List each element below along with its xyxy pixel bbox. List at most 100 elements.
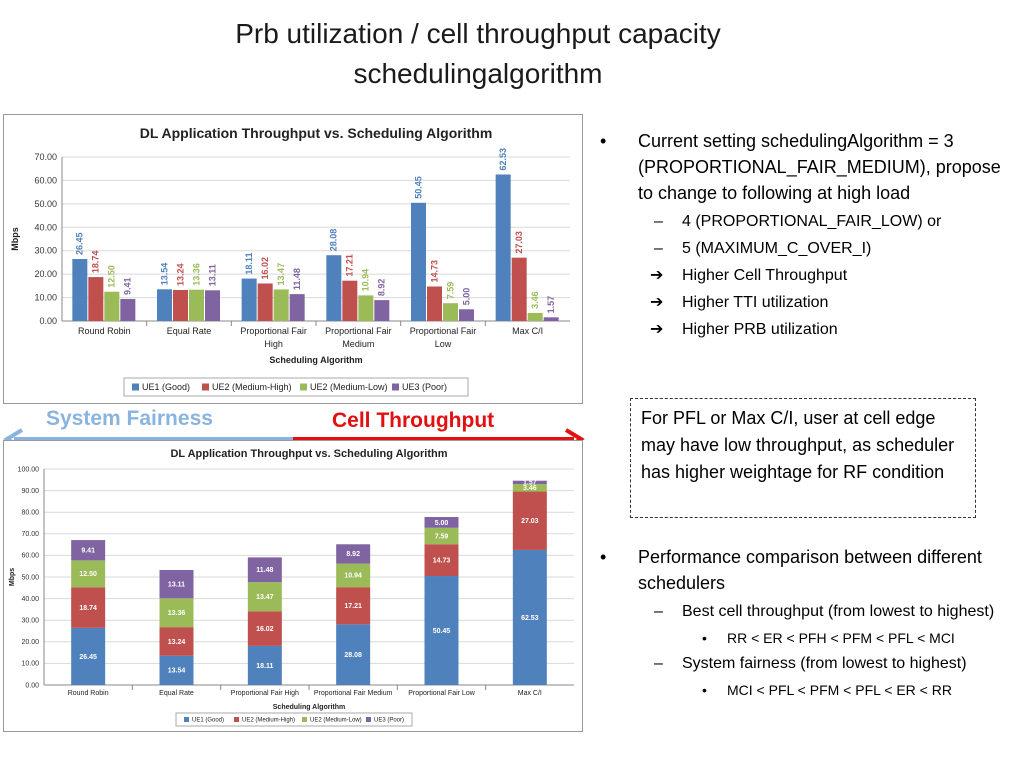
sub-sub-bullet: • MCI < PFL < PFM < PFL < ER < RR bbox=[596, 679, 1016, 701]
data-label: 13.11 bbox=[207, 264, 217, 286]
data-label: 13.24 bbox=[168, 639, 186, 646]
right-arrow-icon: ➔ bbox=[650, 294, 664, 311]
x-category-label: Proportional Fair bbox=[410, 326, 477, 336]
x-category-label: Equal Rate bbox=[159, 690, 194, 697]
y-tick-label: 60.00 bbox=[34, 175, 57, 185]
bar bbox=[173, 289, 188, 321]
bar-segment bbox=[159, 655, 194, 685]
y-tick-label: 40.00 bbox=[34, 222, 57, 232]
bar-segment bbox=[424, 517, 459, 528]
bar-segment bbox=[247, 557, 282, 583]
legend-label: UE1 (Good) bbox=[142, 382, 190, 392]
y-tick-label: 60.00 bbox=[21, 553, 39, 560]
fairness-throughput-arrow: System Fairness Cell Throughput bbox=[0, 405, 590, 451]
right-arrow-icon: ➔ bbox=[650, 321, 664, 338]
bar bbox=[273, 289, 289, 321]
x-category-label: Medium bbox=[342, 339, 374, 349]
bullet-performance-comparison: • Performance comparison between differe… bbox=[596, 544, 1016, 596]
y-tick-label: 30.00 bbox=[21, 618, 39, 625]
data-label: 7.59 bbox=[445, 282, 455, 300]
system-fairness-label: System Fairness bbox=[46, 407, 213, 430]
bar-segment bbox=[336, 624, 371, 685]
arrow-bullet-text: Higher Cell Throughput bbox=[682, 267, 848, 284]
x-category-label: Max C/I bbox=[518, 690, 542, 697]
x-category-label: Proportional Fair bbox=[240, 326, 307, 336]
bar bbox=[205, 290, 220, 321]
data-label: 1.57 bbox=[523, 480, 537, 487]
note-box: For PFL or Max C/I, user at cell edge ma… bbox=[630, 398, 976, 518]
data-label: 62.53 bbox=[521, 615, 539, 622]
arrow-bullet: ➔ Higher TTI utilization bbox=[596, 291, 1016, 315]
bar-segment bbox=[424, 576, 459, 685]
chart-title: DL Application Throughput vs. Scheduling… bbox=[140, 125, 493, 141]
bar bbox=[189, 289, 204, 321]
data-label: 8.92 bbox=[346, 551, 360, 558]
bar bbox=[459, 309, 474, 321]
double-arrow-icon bbox=[3, 428, 585, 450]
data-label: 62.53 bbox=[498, 148, 508, 171]
x-axis-label: Scheduling Algorithm bbox=[269, 355, 362, 365]
legend-label: UE2 (Medium-High) bbox=[212, 382, 292, 392]
bullet-list: • Current setting schedulingAlgorithm = … bbox=[596, 128, 1016, 345]
data-label: 14.73 bbox=[433, 557, 451, 564]
right-arrow-icon: ➔ bbox=[650, 267, 664, 284]
y-tick-label: 20.00 bbox=[21, 639, 39, 646]
bar-segment bbox=[159, 627, 194, 656]
bar-segment bbox=[71, 540, 106, 561]
sub-sub-bullet-text: RR < ER < PFH < PFM < PFL < MCI bbox=[727, 630, 955, 646]
y-tick-label: 20.00 bbox=[34, 269, 57, 279]
dash-icon: – bbox=[654, 240, 663, 257]
y-tick-label: 0.00 bbox=[39, 316, 57, 326]
bar-segment bbox=[247, 611, 282, 646]
data-label: 27.03 bbox=[521, 518, 539, 525]
y-axis-label: Mbps bbox=[9, 568, 16, 586]
legend-label: UE2 (Medium-Low) bbox=[310, 718, 362, 724]
data-label: 13.11 bbox=[168, 581, 185, 588]
bar bbox=[374, 300, 390, 321]
bar bbox=[120, 298, 136, 321]
data-label: 14.73 bbox=[429, 260, 439, 283]
bar bbox=[495, 174, 511, 321]
data-label: 16.02 bbox=[260, 257, 270, 280]
bullet-dot-icon: • bbox=[702, 682, 707, 698]
y-tick-label: 70.00 bbox=[21, 531, 39, 538]
arrow-bullet-text: Higher PRB utilization bbox=[682, 321, 838, 338]
y-axis-label: Mbps bbox=[10, 227, 20, 251]
arrow-bullet: ➔ Higher PRB utilization bbox=[596, 318, 1016, 342]
data-label: 27.03 bbox=[514, 231, 524, 254]
data-label: 50.45 bbox=[433, 628, 451, 635]
legend-box bbox=[123, 377, 469, 397]
sub-sub-bullet: • RR < ER < PFH < PFM < PFL < MCI bbox=[596, 627, 1016, 649]
data-label: 18.74 bbox=[79, 605, 97, 612]
sub-bullet-text: 5 (MAXIMUM_C_OVER_I) bbox=[682, 240, 872, 257]
slide-title-line2: schedulingalgorithm bbox=[353, 58, 603, 89]
legend-label: UE3 (Poor) bbox=[374, 718, 404, 724]
dash-icon: – bbox=[654, 213, 663, 230]
data-label: 10.94 bbox=[344, 573, 362, 580]
stacked-bar-chart: DL Application Throughput vs. Scheduling… bbox=[3, 440, 583, 732]
data-label: 26.45 bbox=[79, 654, 97, 661]
data-label: 13.24 bbox=[175, 263, 185, 286]
sub-bullet-text: Best cell throughput (from lowest to hig… bbox=[682, 603, 995, 620]
bullet-dot-icon: • bbox=[702, 630, 707, 646]
sub-bullet-text: 4 (PROPORTIONAL_FAIR_LOW) or bbox=[682, 213, 942, 230]
bullet-text: Current setting schedulingAlgorithm = 3 … bbox=[638, 131, 1001, 203]
y-tick-label: 10.00 bbox=[34, 293, 57, 303]
data-label: 12.50 bbox=[107, 265, 117, 288]
bar-segment bbox=[512, 549, 547, 685]
data-label: 3.46 bbox=[530, 291, 540, 309]
data-label: 17.21 bbox=[345, 254, 355, 277]
data-label: 5.00 bbox=[435, 520, 449, 527]
x-axis-label: Scheduling Algorithm bbox=[273, 704, 345, 711]
legend-box bbox=[175, 712, 413, 727]
data-label: 7.59 bbox=[435, 533, 449, 540]
bar bbox=[157, 289, 172, 321]
bar-segment bbox=[336, 544, 371, 564]
x-category-label: Proportional Fair Low bbox=[408, 690, 475, 697]
bar bbox=[104, 291, 120, 321]
data-label: 13.47 bbox=[276, 263, 286, 286]
chart-title: DL Application Throughput vs. Scheduling… bbox=[170, 448, 447, 460]
bar-segment bbox=[71, 627, 106, 685]
data-label: 16.02 bbox=[256, 626, 274, 633]
sub-sub-bullet-text: MCI < PFL < PFM < PFL < ER < RR bbox=[727, 682, 952, 698]
